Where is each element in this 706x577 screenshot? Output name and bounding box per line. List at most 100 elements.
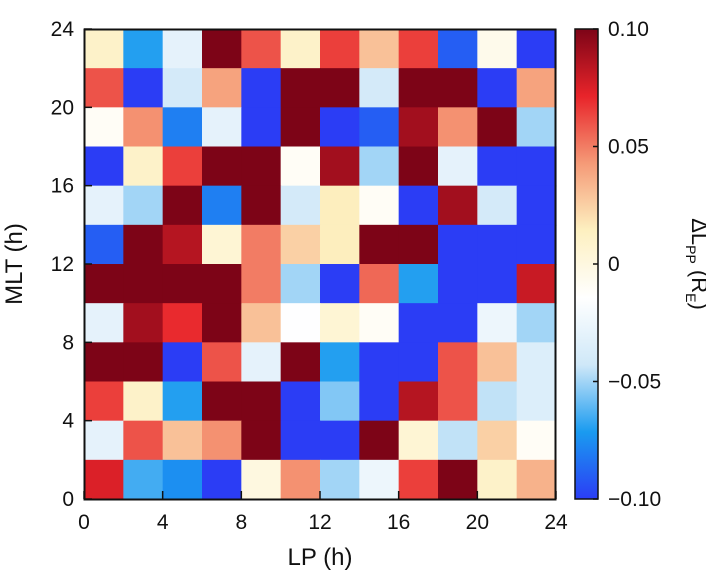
heatmap-cell [280, 381, 321, 422]
heatmap-cell [516, 224, 557, 265]
heatmap-cell [280, 185, 321, 226]
heatmap-cell [398, 185, 439, 226]
heatmap-cell [123, 420, 164, 461]
heatmap-cell [280, 459, 321, 500]
heatmap-cell [280, 107, 321, 148]
heatmap-cell [162, 264, 203, 304]
heatmap-cell [320, 68, 360, 108]
heatmap-cell [162, 303, 203, 343]
heatmap-cell [202, 224, 242, 265]
heatmap-cell [398, 29, 439, 69]
heatmap-cell [359, 224, 400, 265]
heatmap-cell [438, 342, 478, 383]
heatmap-cell [162, 342, 203, 383]
heatmap-cell [84, 68, 124, 108]
heatmap-cell [359, 381, 400, 422]
heatmap-cell [202, 29, 242, 69]
heatmap-cell [516, 420, 557, 461]
heatmap-cell [84, 146, 124, 187]
heatmap-cell [241, 68, 282, 108]
heatmap-cell [320, 420, 360, 461]
heatmap-cell [280, 68, 321, 108]
colorbar-tick-label: −0.10 [608, 488, 661, 511]
heatmap-cell [202, 303, 242, 343]
heatmap-cell [123, 303, 164, 343]
heatmap-cell [280, 29, 321, 69]
heatmap-cell [359, 185, 400, 226]
x-tick-label: 20 [466, 511, 489, 534]
heatmap-cell [477, 264, 518, 304]
heatmap-cell [123, 146, 164, 187]
colorbar-title-unit-sub: E [683, 293, 699, 302]
heatmap-cell [320, 381, 360, 422]
colorbar-tick-label: 0.10 [608, 18, 649, 41]
heatmap-cell [477, 342, 518, 383]
heatmap-cell [280, 342, 321, 383]
heatmap-cell [438, 146, 478, 187]
heatmap-cell [280, 420, 321, 461]
x-axis-title: LP (h) [288, 544, 353, 571]
heatmap-cell [516, 342, 557, 383]
heatmap-cell [280, 264, 321, 304]
heatmap-cell [438, 264, 478, 304]
heatmap-cell [202, 146, 242, 187]
heatmap-cell [477, 107, 518, 148]
heatmap-cell [162, 459, 203, 500]
heatmap-cell [320, 459, 360, 500]
x-tick-label: 0 [78, 511, 90, 534]
heatmap-cell [320, 264, 360, 304]
heatmap-cell [320, 224, 360, 265]
heatmap-cell [477, 420, 518, 461]
heatmap-cell [438, 303, 478, 343]
heatmap-cell [320, 146, 360, 187]
heatmap-cell [320, 303, 360, 343]
heatmap-cell [359, 29, 400, 69]
heatmap-cell [84, 107, 124, 148]
heatmap-cell [359, 107, 400, 148]
heatmap-cell [202, 420, 242, 461]
heatmap-cell [241, 459, 282, 500]
heatmap-cell [84, 264, 124, 304]
heatmap-cell [516, 107, 557, 148]
heatmap-cell [202, 264, 242, 304]
heatmap-cell [280, 303, 321, 343]
heatmap-cell [241, 224, 282, 265]
heatmap-cell [398, 381, 439, 422]
heatmap-cell [162, 68, 203, 108]
heatmap-cell [438, 185, 478, 226]
y-tick-label: 4 [62, 410, 74, 433]
heatmap-cell [438, 107, 478, 148]
heatmap-cell [202, 185, 242, 226]
heatmap-cell [162, 185, 203, 226]
heatmap-cell [123, 459, 164, 500]
heatmap-cell [359, 342, 400, 383]
heatmap-cell [84, 381, 124, 422]
heatmap-cell [84, 29, 124, 69]
heatmap-cell [320, 29, 360, 69]
heatmap-cell [241, 381, 282, 422]
heatmap-cell [123, 224, 164, 265]
heatmap-cell [477, 185, 518, 226]
heatmap-cell [84, 185, 124, 226]
heatmap-cell [359, 68, 400, 108]
y-tick-label: 16 [51, 175, 74, 198]
heatmap-cell [516, 303, 557, 343]
heatmap-cell [477, 459, 518, 500]
heatmap-cell [280, 146, 321, 187]
x-axis: 0 4 8 12 16 20 24 [78, 491, 568, 534]
heatmap-cell [398, 107, 439, 148]
heatmap-cell [241, 342, 282, 383]
heatmap-cell [398, 224, 439, 265]
heatmap-cell [398, 146, 439, 187]
heatmap-cell [477, 224, 518, 265]
y-tick-label: 24 [51, 18, 75, 41]
heatmap-cell [359, 459, 400, 500]
colorbar-ticks: 0.10 0.05 0 −0.05 −0.10 [593, 18, 661, 511]
y-tick-label: 20 [51, 96, 74, 119]
heatmap-cell [162, 107, 203, 148]
colorbar-tick-label: 0.05 [608, 136, 649, 159]
heatmap-cell [241, 264, 282, 304]
heatmap-cell [477, 303, 518, 343]
heatmap-cell [477, 68, 518, 108]
